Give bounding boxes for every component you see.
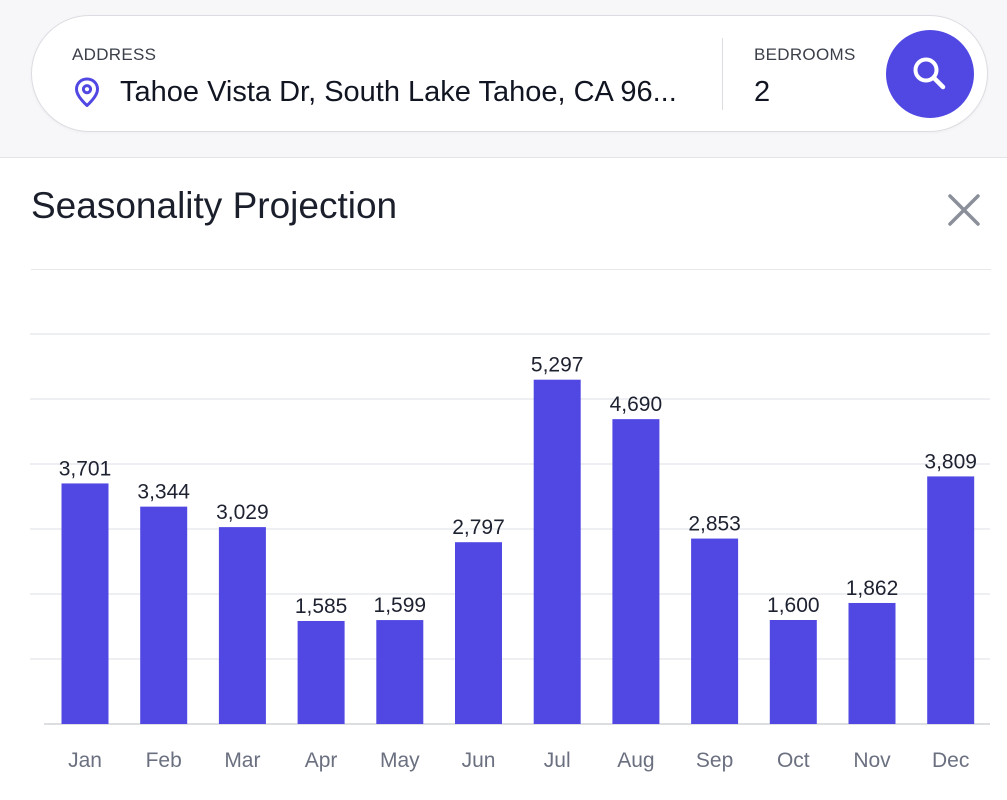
bar-mar[interactable]	[218, 527, 266, 724]
bar-value-label: 2,797	[452, 516, 505, 539]
map-pin-icon	[72, 76, 102, 108]
bar-value-label: 3,029	[216, 501, 269, 524]
bar-value-label: 3,701	[59, 457, 112, 480]
bedrooms-input[interactable]: 2	[754, 76, 771, 108]
close-button[interactable]	[942, 188, 986, 232]
bar-sep[interactable]	[691, 538, 739, 724]
bar-value-label: 3,809	[924, 450, 977, 473]
address-input-row[interactable]: Tahoe Vista Dr, South Lake Tahoe, CA 96.…	[72, 70, 712, 110]
bar-jun[interactable]	[455, 542, 502, 724]
bar-value-label: 3,344	[137, 481, 190, 504]
bar-apr[interactable]	[297, 620, 345, 724]
x-tick-label: Jan	[68, 749, 102, 772]
bedrooms-field[interactable]: BEDROOMS 2	[754, 45, 894, 109]
x-tick-label: Oct	[777, 749, 810, 772]
title-divider	[31, 269, 991, 270]
search-form: ADDRESS Tahoe Vista Dr, South Lake Tahoe…	[31, 15, 988, 132]
address-field[interactable]: ADDRESS Tahoe Vista Dr, South Lake Tahoe…	[72, 45, 712, 109]
search-icon	[913, 57, 946, 90]
bar-value-label: 1,862	[846, 577, 899, 600]
bar-jul[interactable]	[533, 379, 581, 724]
bar-aug[interactable]	[612, 419, 660, 724]
bar-oct[interactable]	[769, 620, 817, 724]
search-bar-region: ADDRESS Tahoe Vista Dr, South Lake Tahoe…	[0, 0, 1007, 158]
bar-value-label: 4,690	[610, 393, 663, 416]
bar-nov[interactable]	[848, 602, 896, 724]
close-icon	[948, 194, 980, 226]
bar-value-label: 2,853	[688, 513, 741, 536]
bar-feb[interactable]	[140, 506, 188, 724]
x-tick-label: Jun	[462, 749, 496, 772]
bar-may[interactable]	[376, 620, 424, 724]
x-tick-label: Nov	[853, 749, 891, 772]
x-tick-label: Sep	[696, 749, 733, 772]
x-tick-label: Jul	[544, 749, 571, 772]
x-tick-label: Feb	[146, 749, 182, 772]
x-tick-label: Aug	[617, 749, 654, 772]
bar-dec[interactable]	[927, 476, 975, 724]
bar-value-label: 1,585	[295, 595, 348, 618]
bar-value-label: 1,600	[767, 594, 820, 617]
address-label: ADDRESS	[72, 45, 157, 64]
field-divider	[722, 38, 723, 110]
x-tick-label: Mar	[224, 749, 260, 772]
x-tick-label: May	[380, 749, 420, 772]
search-button[interactable]	[886, 30, 974, 118]
bedrooms-label: BEDROOMS	[754, 45, 856, 64]
x-tick-label: Dec	[932, 749, 969, 772]
bar-jan[interactable]	[61, 483, 109, 724]
page-title: Seasonality Projection	[31, 185, 398, 226]
x-tick-label: Apr	[305, 749, 338, 772]
bar-value-label: 5,297	[531, 354, 584, 377]
bar-value-label: 1,599	[374, 594, 427, 617]
